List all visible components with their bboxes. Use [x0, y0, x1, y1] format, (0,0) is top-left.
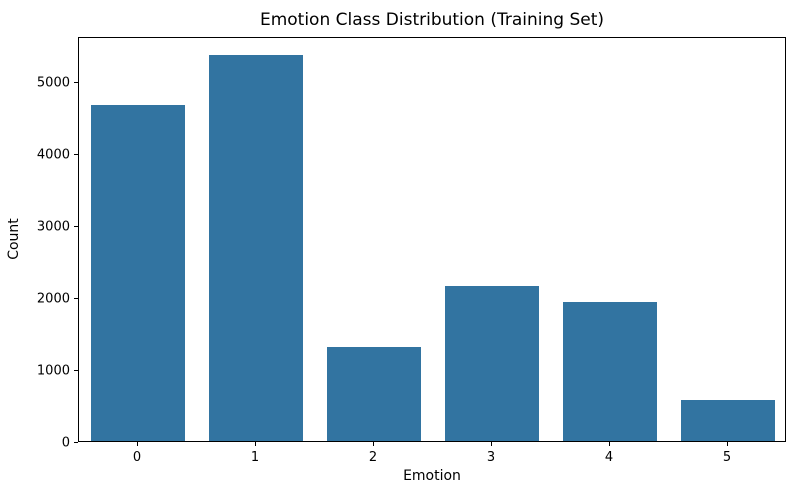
- y-tick-mark: [74, 298, 78, 300]
- x-tick-mark: [137, 442, 138, 446]
- y-tick-label: 0: [61, 435, 70, 450]
- y-tick-mark: [74, 442, 78, 443]
- bar-emotion-1: [208, 55, 304, 441]
- x-axis-label: Emotion: [403, 468, 461, 484]
- y-tick-label: 3000: [36, 219, 70, 235]
- y-tick-mark: [74, 226, 78, 228]
- bar-emotion-0: [90, 105, 186, 441]
- y-tick-mark: [74, 154, 78, 156]
- y-tick-label: 1000: [36, 363, 70, 379]
- y-tick-label: 5000: [36, 75, 70, 91]
- x-tick-label: 0: [132, 450, 142, 465]
- y-tick-mark: [74, 370, 78, 372]
- x-tick-mark: [727, 442, 728, 446]
- x-tick-label: 5: [722, 450, 732, 465]
- x-tick-mark: [609, 442, 610, 446]
- y-tick-mark: [74, 82, 78, 84]
- bar-emotion-3: [444, 285, 540, 441]
- y-tick-label: 2000: [36, 291, 70, 307]
- x-tick-label: 4: [604, 450, 614, 465]
- x-tick-label: 2: [368, 450, 378, 465]
- x-tick-mark: [373, 442, 374, 446]
- bar-emotion-2: [326, 347, 422, 441]
- x-tick-label: 3: [486, 450, 496, 465]
- chart-title: Emotion Class Distribution (Training Set…: [259, 10, 605, 30]
- y-tick-label: 4000: [36, 147, 70, 163]
- x-tick-mark: [255, 442, 256, 446]
- x-tick-mark: [491, 442, 492, 446]
- plot-area: [78, 37, 786, 442]
- x-tick-label: 1: [250, 450, 260, 465]
- bar-emotion-4: [562, 301, 658, 441]
- bar-emotion-5: [680, 399, 776, 441]
